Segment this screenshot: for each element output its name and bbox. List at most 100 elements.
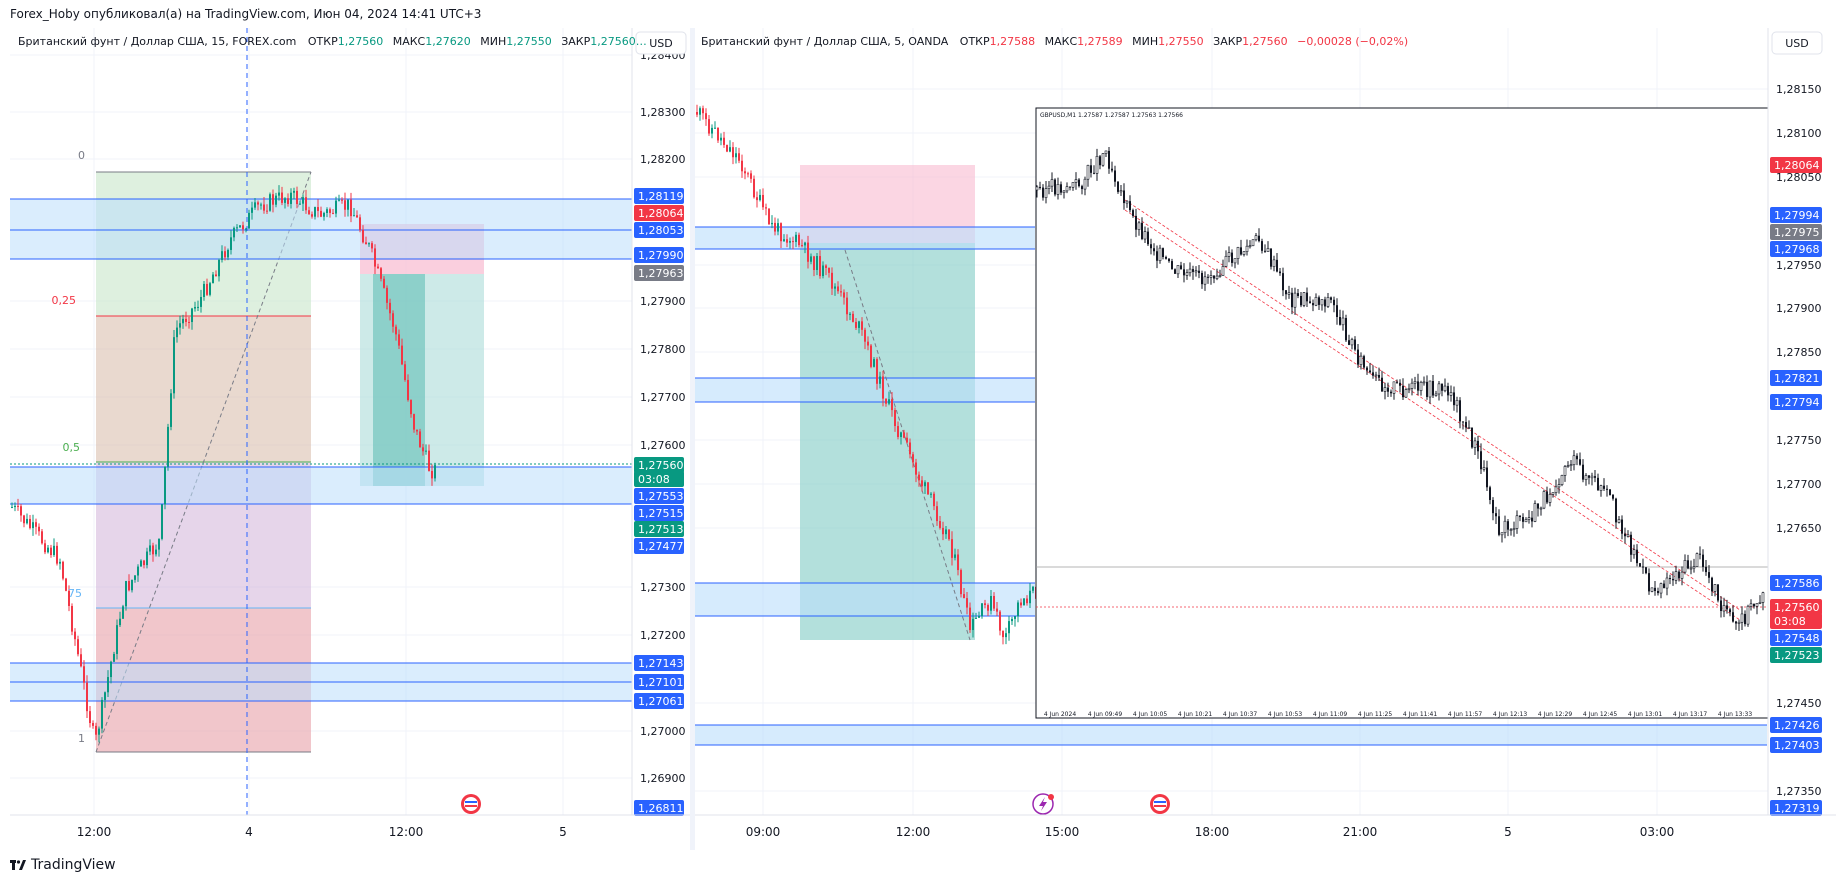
candle-body	[1201, 272, 1203, 285]
candle-body	[897, 426, 899, 437]
candle-body	[284, 198, 286, 203]
price-badge-bg	[1770, 224, 1822, 240]
uk-flag-event-icon[interactable]	[461, 794, 481, 814]
candle-body	[1287, 292, 1291, 295]
candle-body	[1366, 367, 1368, 371]
time-tick-label: 12:00	[389, 825, 424, 839]
candle-body	[801, 245, 803, 247]
right-currency-button[interactable]: USD	[1771, 31, 1823, 55]
inset-time-label: 4 Jun 10:53	[1268, 711, 1302, 718]
right-chart-panel[interactable]: GBPUSD,M1 1.27587 1.27587 1.27563 1.2756…	[695, 28, 1836, 839]
candle-body	[720, 137, 722, 141]
candle-body	[1264, 250, 1266, 252]
lightning-event-icon[interactable]	[1032, 793, 1054, 815]
price-badge-bg	[634, 521, 684, 537]
candle-body	[1383, 387, 1387, 392]
candle-body	[906, 437, 908, 443]
candle-body	[975, 617, 977, 619]
candle-body	[1339, 317, 1341, 325]
candle-body	[1546, 491, 1548, 503]
candle-body	[1176, 265, 1180, 275]
candle-body	[1482, 467, 1486, 470]
panel-divider[interactable]	[690, 28, 695, 850]
candle-body	[278, 192, 280, 196]
candle-body	[1008, 621, 1010, 634]
candle-body	[1492, 499, 1494, 514]
candle-body	[359, 217, 361, 230]
candle-body	[44, 543, 46, 553]
candle-body	[1359, 355, 1363, 365]
candle-body	[1056, 184, 1060, 195]
candle-body	[1737, 621, 1741, 624]
candle-body	[92, 723, 94, 726]
candle-body	[705, 113, 707, 120]
uk-flag-event-icon-right[interactable]	[1150, 794, 1170, 814]
candle-body	[723, 137, 725, 145]
published-text: Forex_Hoby опубликовал(а) на TradingView…	[10, 7, 482, 21]
candle-body	[212, 274, 214, 284]
candle-body	[200, 296, 202, 307]
price-badge-label: 03:08	[638, 473, 670, 486]
candle-body	[1551, 492, 1555, 495]
candle-body	[149, 545, 151, 552]
candle-body	[1188, 268, 1192, 274]
candle-body	[83, 666, 85, 683]
candle-body	[957, 554, 959, 571]
candle-body	[849, 313, 851, 315]
candle-body	[1194, 270, 1198, 273]
candle-body	[1447, 386, 1449, 396]
candle-body	[1309, 301, 1311, 304]
candle-body	[1582, 464, 1584, 480]
candle-body	[1242, 251, 1246, 255]
candle-body	[80, 654, 82, 667]
candle-body	[1467, 427, 1471, 429]
price-tick-label: 1,27700	[640, 391, 686, 404]
candle-body	[1125, 200, 1129, 204]
candle-body	[1224, 255, 1228, 267]
candle-body	[1579, 459, 1581, 465]
candle-body	[245, 228, 247, 230]
candle-body	[1302, 292, 1306, 306]
left-o-value: 1,27560	[338, 35, 384, 48]
candle-body	[1060, 184, 1062, 193]
candle-body	[774, 222, 776, 232]
candle-body	[1426, 381, 1428, 397]
price-badge-bg	[634, 471, 684, 487]
candle-body	[401, 345, 403, 365]
candle-body	[1114, 170, 1116, 182]
candle-body	[984, 603, 986, 606]
candle-body	[1245, 245, 1249, 252]
price-badge-bg	[1770, 647, 1822, 663]
candle-body	[1726, 605, 1728, 610]
candle-body	[1399, 382, 1401, 386]
candle-body	[1695, 553, 1699, 567]
candle-body	[1266, 248, 1270, 252]
left-candles	[11, 185, 436, 743]
tradingview-logo[interactable]: TradingView	[10, 857, 116, 873]
candle-body	[1702, 554, 1704, 567]
candle-body	[1209, 275, 1213, 278]
left-currency-button[interactable]: USD	[635, 31, 687, 55]
time-tick-label: 12:00	[77, 825, 112, 839]
candle-body	[323, 212, 325, 217]
price-badge-bg	[634, 188, 684, 204]
candle-body	[702, 108, 704, 114]
time-tick-label: 21:00	[1343, 825, 1378, 839]
inset-chart[interactable]: GBPUSD,M1 1.27587 1.27587 1.27563 1.2756…	[1035, 107, 1788, 719]
candle-body	[939, 521, 941, 528]
candle-body	[1081, 186, 1083, 190]
right-l-label: МИН	[1132, 35, 1158, 48]
price-badge-label: 03:08	[1774, 615, 1806, 628]
candle-body	[116, 625, 118, 654]
price-badge-label: 1,27560	[1774, 601, 1820, 614]
candle-body	[996, 608, 998, 612]
candle-body	[389, 302, 391, 314]
candle-body	[1612, 494, 1614, 499]
candle-body	[155, 549, 157, 555]
candle-body	[735, 153, 737, 158]
price-tick-label: 1,27300	[640, 581, 686, 594]
inset-time-label: 4 Jun 10:05	[1133, 711, 1167, 718]
candle-body	[320, 210, 322, 217]
candle-body	[1285, 290, 1287, 295]
